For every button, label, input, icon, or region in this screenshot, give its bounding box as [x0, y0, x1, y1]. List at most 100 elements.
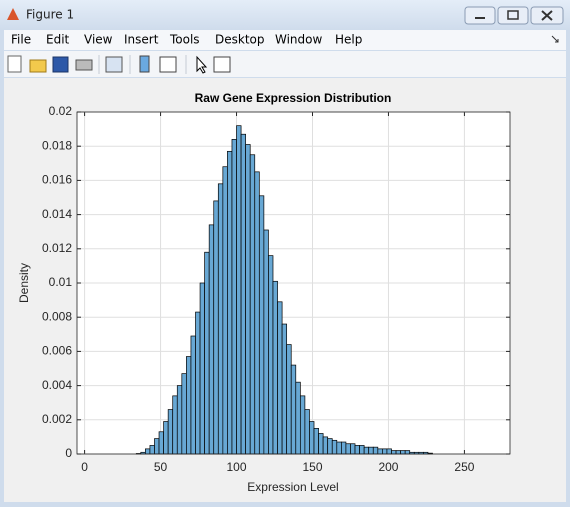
y-tick-label: 0.016 [42, 173, 72, 187]
histogram-bar [304, 409, 310, 455]
histogram-bar [154, 438, 160, 455]
histogram-bar [231, 139, 237, 455]
histogram-bar [268, 255, 274, 455]
x-axis-label: Expression Level [247, 480, 338, 494]
menu-item[interactable]: Help [335, 33, 362, 47]
histogram-bar [167, 409, 174, 455]
histogram-bar [181, 373, 187, 455]
x-tick-label: 50 [154, 460, 168, 474]
histogram-bar [240, 133, 246, 455]
histogram-bar [395, 450, 401, 455]
histogram-bar [176, 385, 183, 455]
x-tick-label: 200 [378, 460, 398, 474]
y-tick-label: 0.018 [42, 138, 72, 152]
histogram-bar [149, 445, 155, 455]
histogram-bar [245, 144, 251, 455]
histogram-bar [258, 195, 265, 455]
histogram-bar [404, 450, 411, 455]
histogram-bar [336, 441, 342, 455]
histogram-bar [249, 154, 256, 455]
histogram-bar [331, 439, 338, 455]
y-tick-label: 0.004 [42, 378, 72, 392]
histogram-bar [290, 364, 297, 455]
axes-box [76, 111, 511, 455]
histogram-bar [313, 428, 319, 455]
menu-item[interactable]: Tools [169, 33, 200, 47]
histogram-bar [272, 280, 278, 455]
link-icon[interactable] [105, 56, 123, 73]
x-tick-label: 150 [302, 460, 322, 474]
histogram-bar [372, 446, 379, 455]
histogram-bar [236, 125, 242, 455]
menu-item[interactable]: File [11, 33, 31, 47]
histogram-bar [345, 443, 351, 455]
histogram-bar [382, 448, 388, 455]
histogram-bar [377, 448, 383, 455]
y-tick-label: 0.014 [42, 207, 72, 221]
toolbar [4, 51, 566, 77]
histogram-bar [254, 171, 260, 455]
x-tick-label: 250 [454, 460, 474, 474]
y-tick-label: 0.02 [49, 104, 73, 118]
close-icon [541, 10, 553, 21]
histogram-bar [309, 421, 315, 455]
histogram-bar [158, 431, 164, 455]
histogram-bar [199, 282, 205, 455]
x-tick-label: 0 [81, 460, 88, 474]
menu-item[interactable]: Window [275, 33, 323, 47]
toolbar-icons [7, 55, 231, 74]
maximize-button[interactable] [497, 6, 529, 25]
histogram-bar [368, 446, 374, 455]
y-tick-label: 0.012 [42, 241, 72, 255]
histogram-bar [386, 448, 392, 455]
app-icon [7, 8, 19, 20]
histogram-bar [400, 450, 406, 455]
histogram-bar [327, 438, 333, 455]
minimize-button[interactable] [464, 6, 496, 25]
histogram-bar [322, 436, 329, 455]
histogram-bar [208, 224, 215, 455]
histogram-bar [354, 445, 360, 455]
save-icon[interactable] [52, 56, 69, 73]
new-icon[interactable] [7, 55, 22, 73]
histogram-bar [286, 344, 292, 455]
y-tick-label: 0.002 [42, 412, 72, 426]
histogram-bar [204, 251, 210, 455]
histogram-bar [172, 395, 178, 455]
histogram-bar [263, 229, 269, 455]
chart-title: Raw Gene Expression Distribution [195, 91, 392, 105]
histogram-bar [190, 335, 196, 455]
menu-item[interactable]: View [84, 33, 113, 47]
histogram-bar [391, 450, 397, 455]
y-tick-label: 0.01 [49, 275, 73, 289]
y-tick-label: 0 [65, 446, 72, 460]
plot-tools-icon[interactable] [213, 56, 231, 73]
dock-arrow[interactable] [551, 35, 559, 43]
open-icon[interactable] [29, 59, 47, 73]
colorbar-icon[interactable] [139, 55, 150, 73]
histogram-bar [299, 395, 306, 455]
y-tick-label: 0.008 [42, 309, 72, 323]
histogram-bar [186, 356, 192, 455]
histogram-bar [145, 448, 151, 455]
histogram-bar [195, 311, 201, 455]
menu-item[interactable]: Desktop [215, 33, 265, 47]
window-title: Figure 1 [26, 8, 74, 22]
histogram-bar [163, 421, 169, 455]
histogram-bar [341, 441, 347, 455]
menu-item[interactable]: Insert [124, 33, 159, 47]
pointer-icon[interactable] [196, 55, 208, 74]
y-axis-label: Density [17, 263, 31, 303]
maximize-icon [507, 10, 519, 20]
menu-item[interactable]: Edit [46, 33, 70, 47]
menu-group: File Edit View Insert Tools Desktop Window Help [11, 33, 362, 47]
print-icon[interactable] [75, 59, 93, 71]
legend-icon[interactable] [159, 56, 177, 73]
histogram-bar [359, 445, 365, 455]
histogram-bar [295, 381, 301, 455]
histogram-bar [227, 150, 233, 455]
histogram-bar [213, 200, 219, 455]
histogram-bar [281, 323, 288, 455]
